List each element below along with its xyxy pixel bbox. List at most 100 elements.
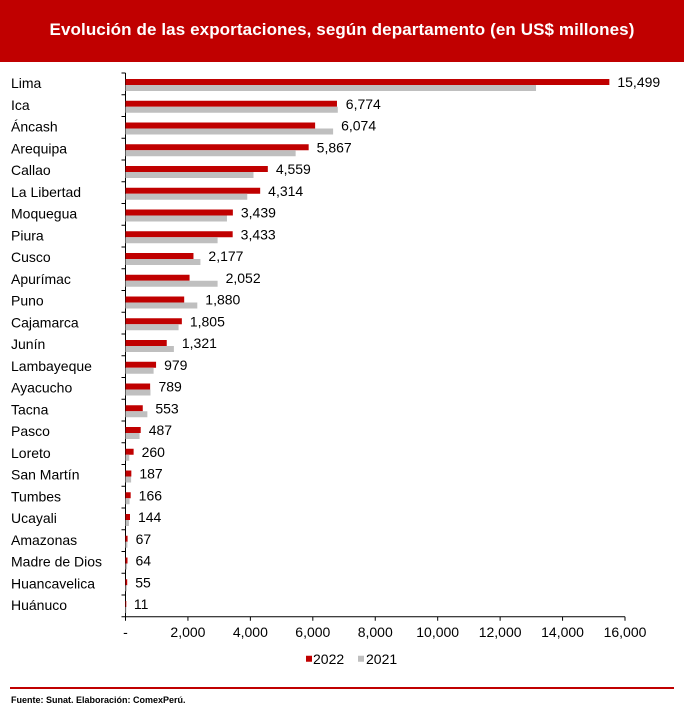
bar-2021	[125, 346, 174, 352]
bar-2022	[125, 535, 128, 542]
bar-2022	[125, 601, 127, 607]
bar-2022	[125, 470, 132, 477]
bar-chart: - 2,000 4,000 6,000 8,000 10,000 12,000 14,000 1…	[11, 72, 660, 667]
bar-2021	[125, 585, 127, 592]
value-label-2022: 789	[158, 379, 182, 395]
footer-divider	[10, 687, 674, 689]
bar-2021	[125, 476, 132, 483]
bar-2021	[125, 237, 218, 244]
legend-label-2021: 2021	[366, 651, 397, 667]
bar-2022	[125, 361, 157, 368]
bar-2021	[125, 280, 218, 287]
category-label: Cajamarca	[11, 314, 79, 330]
bar-2022	[125, 318, 182, 325]
value-label-2022: 979	[164, 357, 188, 373]
value-label-2022: 6,774	[346, 96, 381, 112]
category-label: Arequipa	[11, 140, 67, 156]
bar-2021	[125, 389, 151, 396]
x-tick-label: 4,000	[233, 624, 268, 640]
value-label-2022: 15,499	[617, 74, 660, 90]
bar-2022	[125, 579, 128, 586]
category-label: Piura	[11, 227, 44, 243]
value-label-2022: 260	[142, 444, 166, 460]
category-label: Ica	[11, 97, 30, 113]
legend-swatch-2022	[306, 655, 312, 662]
bar-2021	[125, 324, 179, 331]
bar-2021	[125, 411, 148, 418]
x-tick-label: 8,000	[358, 624, 393, 640]
bar-2021	[125, 520, 129, 526]
category-label: Lambayeque	[11, 358, 92, 374]
category-label: Madre de Dios	[11, 554, 102, 570]
bar-2022	[125, 405, 143, 412]
value-label-2022: 11	[134, 596, 149, 612]
category-label: Junín	[11, 336, 45, 352]
x-tick-label: 10,000	[416, 624, 459, 640]
bar-2022	[125, 274, 190, 281]
bar-2021	[125, 498, 130, 505]
x-tick-label: 16,000	[604, 624, 647, 640]
value-label-2022: 187	[139, 466, 163, 482]
category-label: San Martín	[11, 467, 79, 483]
x-tick-label: 2,000	[170, 624, 205, 640]
bar-2021	[125, 454, 130, 461]
chart-legend: 2022 2021	[306, 651, 397, 667]
value-label-2022: 553	[155, 400, 179, 416]
category-label: Amazonas	[11, 532, 77, 548]
chart-title: Evolución de las exportaciones, según de…	[49, 20, 635, 39]
chart-header: Evolución de las exportaciones, según de…	[0, 0, 684, 62]
category-label: La Libertad	[11, 184, 81, 200]
bar-2021	[125, 563, 128, 570]
bar-2021	[125, 259, 201, 265]
category-label: Apurímac	[11, 271, 71, 287]
value-label-2022: 55	[135, 574, 151, 590]
category-label: Tumbes	[11, 488, 61, 504]
bar-2022	[125, 79, 610, 85]
bar-2022	[125, 122, 316, 129]
category-label: Huánuco	[11, 597, 67, 613]
bar-2022	[125, 100, 337, 107]
category-label: Lima	[11, 75, 42, 91]
category-label: Cusco	[11, 249, 51, 265]
bar-2021	[125, 150, 296, 157]
bar-2021	[125, 106, 338, 113]
source-note: Fuente: Sunat. Elaboración: ComexPerú.	[11, 695, 186, 705]
bar-2022	[125, 383, 151, 390]
legend-label-2022: 2022	[313, 651, 344, 667]
bar-2021	[125, 85, 537, 91]
x-tick-label: 14,000	[541, 624, 584, 640]
chart-bars	[125, 79, 610, 613]
bar-2021	[125, 193, 248, 200]
bar-2021	[125, 541, 128, 548]
value-label-2022: 1,321	[182, 335, 217, 351]
bar-2022	[125, 231, 233, 238]
value-label-2022: 3,433	[241, 226, 276, 242]
bar-2022	[125, 492, 131, 499]
bar-2021	[125, 172, 254, 178]
bar-2022	[125, 296, 185, 303]
bar-2022	[125, 187, 261, 194]
value-label-2022: 2,177	[208, 248, 243, 264]
bar-2021	[125, 607, 127, 613]
bar-2022	[125, 427, 141, 433]
value-label-2022: 67	[136, 531, 152, 547]
x-tick-label: 6,000	[295, 624, 330, 640]
bar-2022	[125, 166, 268, 172]
chart-labels: Lima 15,499 Ica 6,774 Áncash 6,074 Arequipa 5,8…	[11, 74, 660, 613]
category-label: Tacna	[11, 401, 49, 417]
bar-2022	[125, 514, 130, 520]
category-label: Callao	[11, 162, 51, 178]
x-tick-label: -	[123, 624, 128, 640]
bar-2021	[125, 302, 198, 309]
value-label-2022: 144	[138, 509, 162, 525]
value-label-2022: 1,805	[190, 313, 225, 329]
bar-2021	[125, 367, 154, 374]
category-label: Puno	[11, 293, 44, 309]
value-label-2022: 6,074	[341, 118, 376, 134]
bar-2021	[125, 215, 227, 222]
bar-2022	[125, 448, 134, 455]
value-label-2022: 487	[149, 422, 173, 438]
category-label: Moquegua	[11, 206, 77, 222]
value-label-2022: 2,052	[226, 270, 261, 286]
value-label-2022: 4,559	[276, 161, 311, 177]
